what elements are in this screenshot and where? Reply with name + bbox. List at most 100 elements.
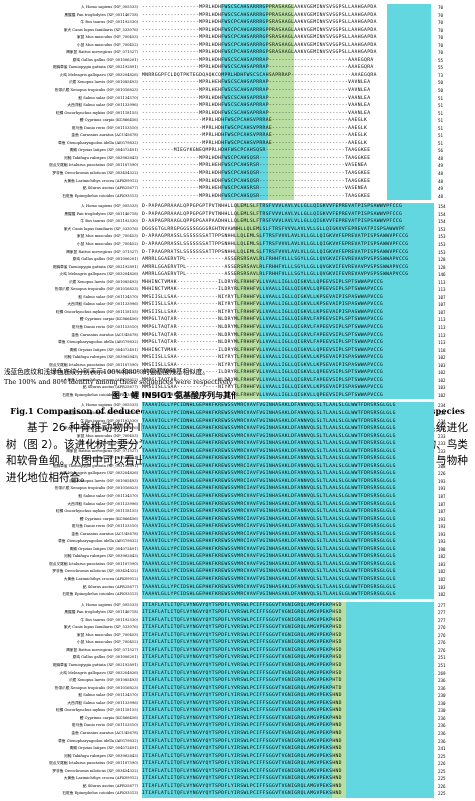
identity-shade [235,278,259,287]
alignment-row: 鲇 Silurus asotus (AFR25677) TAAAVLGLLYPCI… [4,583,471,592]
sequence: ITIAFLATLITQFLVYNGVYQYTSPDFLYIRSWLPCIFFS… [142,753,342,759]
sequence: ITIAFLATLITQFLVYNGVYQYTSPDFLYVRSWLPCIFFS… [142,647,342,653]
species-label: 石斑鱼 Epinephelus coioides (AFK93513) [62,392,138,397]
sequence-track: D-TPAAGPRATSLSSSSSSSATTPPSNHHLLQLEMLSLFT… [142,248,434,257]
species-label: 鲤 Cyprinus carpio (KC866456) [79,118,138,123]
sequence: MNRRGGPFCLDQTPKTEGDQAQKCQMPRLHDHFWSCSCAH… [142,72,377,78]
alignment-row: 斑马鱼 Danio rerio (NP_001153510) ----------… [4,124,471,133]
identity-shade [220,26,268,35]
sequence: ITIAFLATLITQFLVYNGVYQYTSPDFLYVRSWLPCIFFS… [142,655,342,661]
alignment-row: 大黄鱼 Larimichthys crocea (AFK09912) ITIAFL… [4,775,471,783]
sequence-track: TAAAVIGLLYPCIDNHLGEPHKFKREWSSVMRCVAVFVGI… [142,409,434,418]
sequence-track: TAAAVLGLLYPCIDSHLGEPHKFKREWSSVMRCVAVFVGI… [142,493,434,501]
alignment-row: 牛 Bos taurus (NP_001192530) TAAAVIGLLYPCI… [4,417,471,426]
identity-shade [267,56,294,65]
identity-shade [220,132,268,140]
residue-count: 193 [438,516,446,522]
identity-shade [220,41,268,50]
alignment-block: 人 Homo sapiens (NP_005533) D-PAPAGPRAAALQ… [4,203,471,400]
species-label: 大西洋鲑 Salmo salar (NP_001133996) [67,302,138,307]
sequence-track: TAAAVIGLLYPCIDSHLGEPHKFKREWSSVMRCIAVFVGI… [142,515,434,524]
sequence-track: TAAAVIGLLYPCIDNHLGEPHKFKREWSSVMRCVAVFVGI… [142,402,434,410]
alignment-row: 牛 Bos taurus (NP_001192530) ITIAFLATLITQF… [4,616,471,625]
identity-shade [235,308,259,317]
sequence-track: TAAAVIGLLYPCIDSHLGEPHKFKREWSSVMRCIAVFVGI… [142,523,434,531]
sequence-track: ITIAFLATLITQFLVYNGVYQYTSPDFLYIRSWLPCIFFS… [142,699,434,708]
alignment-row: 金鱼 Carassius auratus (ACU45678) TAAAVIGLL… [4,530,471,539]
species-label: 鲇 Silurus asotus (AFR25677) [82,385,138,390]
sequence-track: AMRRLGGAERVTPL------------ASSERSRSAVLRLF… [142,263,434,272]
identity-shade [258,286,434,294]
alignment-row: 青鳉 Oryzias latipes (XP_004072491) ITIAFLA… [4,745,471,753]
sequence-track: ITIAFLATLITQFLVYNGVYQYTSPDFLYVRSWLPCIFFS… [142,616,434,625]
alignment-row: 家犬 Canis lupus familiaris (XP_533076) DGG… [4,225,471,234]
residue-count: 107 [438,294,446,300]
identity-shade [142,553,434,561]
sequence-track: ------------------MPRLHDHFWSCPCAHSARRRGP… [142,49,434,57]
sequence-track: TAAAVIGLLYPCIDNHLGEPHKFKREWSSVMRCIAVFVGI… [142,455,434,463]
sequence-track: TAAAVLGLLYPCIDSHLGEPHKFKREWSSVMRCVAVFVGI… [142,553,434,561]
alignment-row: 大黄鱼 Larimichthys crocea (AFK09912) TAAAVL… [4,576,471,584]
identity-shade [142,493,434,501]
alignment-row: 斑胸草雀 Taeniopygia guttata (XP_002192891) I… [4,662,471,670]
sequence-track: -------------------MPRLHDHFWSCPCAHSVPRRA… [142,139,434,148]
identity-shade [142,560,434,569]
alignment-row: 青鳉 Oryzias latipes (XP_004072491) MHHINCT… [4,346,471,355]
species-label: 罗非鱼 Oreochromis niloticus (XP_003454322) [52,370,138,375]
residue-count: 48 [438,178,444,184]
residue-count: 70 [438,12,444,18]
sequence-track: TAAAVLGLLYPCIDSHLGEPHKFKREWSSVMRCVAVFVGI… [142,576,434,584]
species-label: 鲑 Salmo salar (NP_001134570) [78,95,138,100]
species-label: 罗非鱼 Oreochromis niloticus (XP_003454322) [52,569,138,574]
sequence-track: D-APAAGPRASSLSSSSSSSATTPPSNHHLLQLEMLSLFT… [142,233,434,241]
residue-count: 113 [438,317,446,323]
identity-shade [267,147,294,155]
sequence-track: AMRRLGGAERVTPL------------ASSERSRSAVLRLF… [142,256,434,264]
sequence-track: TAAAVIGLLYPCIDNHLGEPHKFKREWSSVMRCVAVFVGI… [142,440,434,448]
sequence-track: MMPGLTAQTAR-------------NLDRYMLFRHHFVLLV… [142,316,434,324]
sequence-track: ITIAFLATLITQFLVYNGVYQYTSPDFLYVRSWLPCIFFS… [142,609,434,617]
alignment-row: 金鱼 Carassius auratus (ACU45678) MMPGLTAQT… [4,331,471,340]
sequence-track: MHHINCTVMAK-------------ILDRYRLFRHHFVLLV… [142,278,434,287]
identity-shade [387,56,432,65]
alignment-row: 金鱼 Carassius auratus (ACU45678) ---------… [4,132,471,140]
sequence: ------------------MPRLHDHFWSCPCAHGARRRGP… [142,27,377,33]
residue-count: 55 [438,65,444,71]
species-label: 鲇 Silurus asotus (AFR25677) [82,186,138,191]
sequence-track: ITIAFLATLITQFLVYNGVYQYTSPDFLYVRSWLPCIFFS… [142,669,434,678]
identity-shade [258,225,434,234]
identity-shade [258,248,434,257]
identity-shade [387,26,432,35]
identity-shade [387,147,432,155]
sequence-track: ITIAFLATLITQFLVYNGVYQYTSPDFLYIRSWLPCIFFS… [142,752,434,761]
identity-shade [267,132,294,140]
residue-count: 230 [438,708,446,714]
species-label: 斑马鱼 Danio rerio (NP_001153510) [71,125,138,130]
sequence: ------------------MPRLHDHFWSCSCAHSAPRRAP… [142,57,374,63]
residue-count: 107 [438,302,446,308]
alignment-row: 爪蟾 Xenopus laevis (NP_001085493) TAAAVIGL… [4,477,471,486]
identity-shade [387,94,432,103]
sequence: ITIAFLATLITQFLVYNGVYQYTSPDFLYIRSWLPCIFFS… [142,708,342,714]
sequence: ITIAFLATLITQFLVYNGVYQYTSPDFLYVRSWLPCIFFS… [142,685,342,691]
species-label: 黑猩猩 Pan troglodytes (XP_001146718) [64,211,138,216]
residue-count: 277 [438,602,446,608]
sequence-track: D-APAAGPRASSLSSSSSSSATTPPSNHHLLQLEMLSLFT… [142,240,434,249]
identity-shade [387,64,432,72]
identity-shade [142,530,434,539]
alignment-row: 小鼠 Mus musculus (NP_700452) TAAAVIGLLYPCI… [4,440,471,448]
identity-shade [142,583,434,592]
identity-shade [387,102,432,110]
sequence-track: ITIAFLATLITQFLVYNGVYQYTSPDFLYIRSWLPCIFFS… [142,737,434,746]
alignment-row: 河鲀 Takifugu rubripes (XP_003962843) TAAAV… [4,553,471,561]
residue-count: 183 [438,584,446,590]
sequence-track: ITIAFLATLITQFLVYNGVYQYTSPDFLYVRSWLPCIFFS… [142,631,434,640]
alignment-row: 原鸡 Gallus gallus (NP_001006201) TAAAVIGLL… [4,455,471,463]
identity-shade [142,538,434,546]
alignment-row: 鲤 Cyprinus carpio (KC866456) MMPGLTAQTAR-… [4,316,471,324]
residue-count: 236 [438,685,446,691]
identity-shade [220,147,268,155]
sequence: TAAAVLGLLYPCIDSHLGEPHKFKREWSSVMRCVAVFVGI… [142,577,396,583]
sequence: ITIAFLATLITQFLVYNGVYQYTSPDFLYIRSWLPCIFFS… [142,768,342,774]
species-label: 小鼠 Mus musculus (NP_700452) [76,640,138,645]
